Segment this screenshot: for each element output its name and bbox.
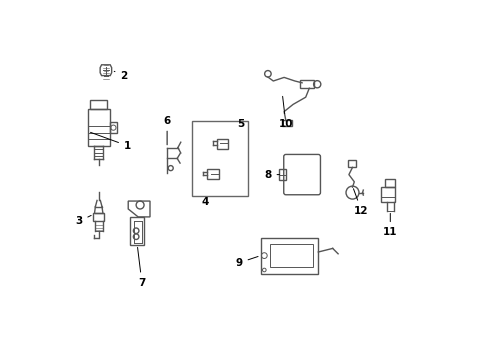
Text: 6: 6 xyxy=(163,116,170,145)
Text: 7: 7 xyxy=(137,247,145,288)
Text: 1: 1 xyxy=(90,132,131,151)
Bar xyxy=(109,122,117,133)
Bar xyxy=(93,213,104,221)
Bar xyxy=(216,139,227,149)
Text: 5: 5 xyxy=(237,119,244,129)
Text: 2: 2 xyxy=(114,71,127,81)
Bar xyxy=(384,179,394,187)
Bar xyxy=(347,160,355,167)
Bar xyxy=(300,80,313,88)
Bar xyxy=(282,120,292,126)
Text: 9: 9 xyxy=(235,256,258,268)
Bar xyxy=(278,169,285,180)
Text: 4: 4 xyxy=(201,197,208,207)
Bar xyxy=(269,244,312,267)
Bar xyxy=(90,100,107,109)
Bar xyxy=(206,169,218,179)
Text: 8: 8 xyxy=(264,170,279,180)
Text: 3: 3 xyxy=(75,215,91,226)
Bar xyxy=(260,238,318,274)
Bar xyxy=(381,187,394,202)
Text: 12: 12 xyxy=(353,189,368,216)
Text: 11: 11 xyxy=(382,213,397,237)
Bar xyxy=(88,109,109,146)
Text: 10: 10 xyxy=(278,96,292,129)
Bar xyxy=(192,121,247,196)
